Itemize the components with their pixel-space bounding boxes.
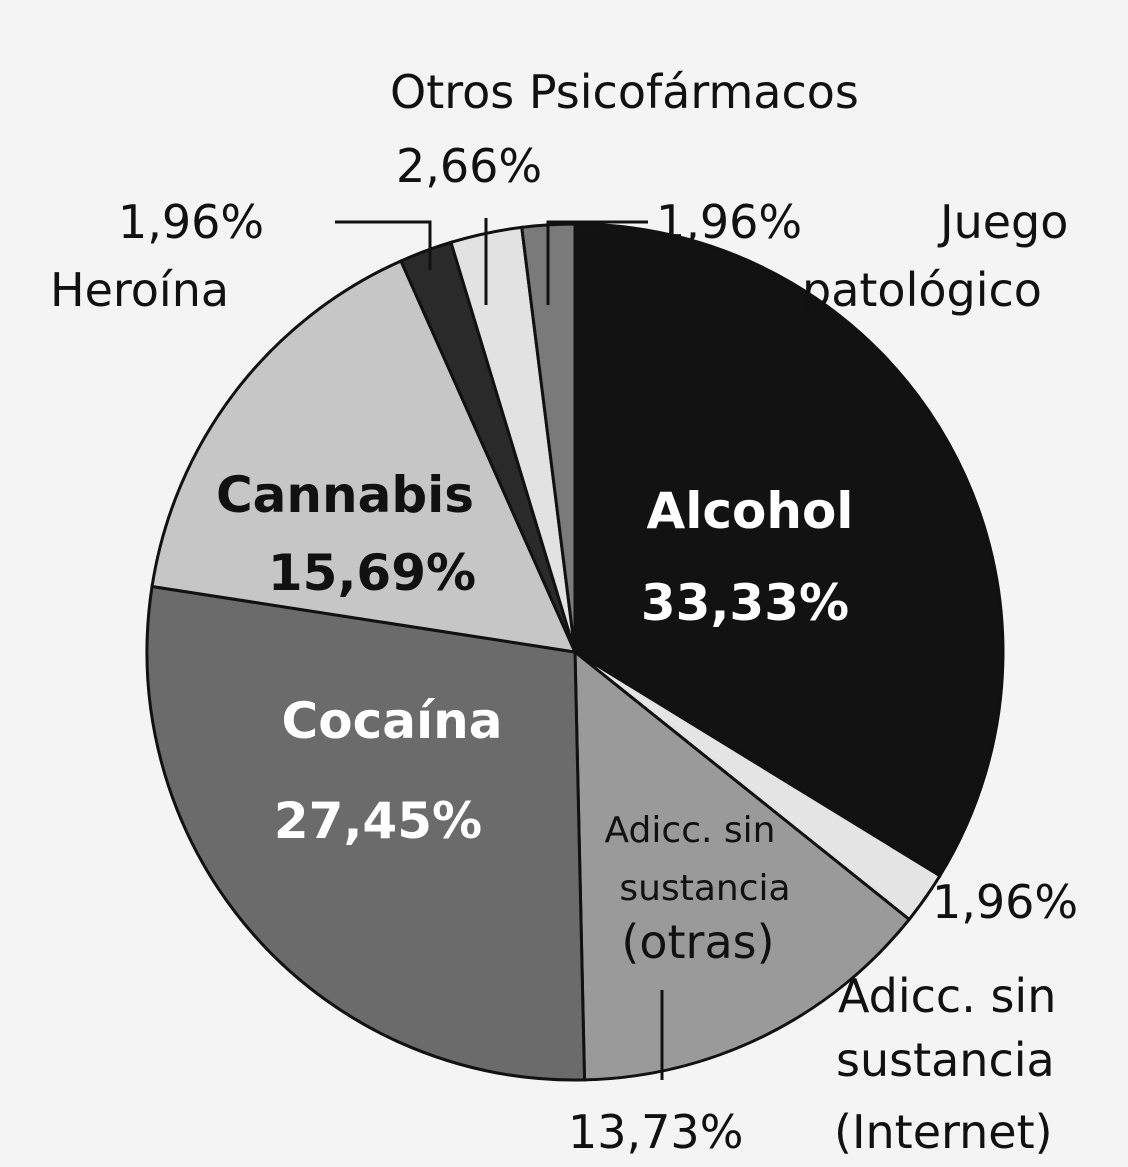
pie-slice-adicc-sin-sustancia-otras — [573, 648, 912, 1082]
label-juego-percent: 1,96% — [656, 195, 802, 249]
label-otros-psicofarmacos-percent: 2,66% — [396, 139, 542, 193]
label-cannabis-name: Cannabis — [216, 466, 474, 524]
label-otros-psicofarmacos-name: Otros Psicofármacos — [390, 65, 859, 119]
label-alcohol-name: Alcohol — [647, 482, 854, 540]
pie-slice-cannabis — [150, 258, 578, 654]
label-internet-percent: 1,96% — [932, 875, 1078, 929]
label-juego-line2: patológico — [802, 263, 1042, 317]
label-otras-line1: Adicc. sin — [605, 810, 776, 851]
pie-slices — [145, 222, 1005, 1082]
label-internet-line2: sustancia — [836, 1033, 1055, 1087]
label-internet-line3: (Internet) — [834, 1105, 1053, 1159]
leader-lines — [335, 218, 664, 1080]
label-alcohol-percent: 33,33% — [641, 574, 849, 632]
label-otras-line2: sustancia — [619, 868, 790, 909]
label-cocaina-name: Cocaína — [282, 692, 503, 750]
pie-slice-alcohol — [573, 222, 1005, 878]
label-heroina-name: Heroína — [50, 263, 229, 317]
pie-slice-cocaina — [145, 584, 587, 1082]
label-cocaina-percent: 27,45% — [274, 792, 482, 850]
leader-line-heroina — [335, 220, 432, 270]
label-juego-line1: Juego — [937, 195, 1068, 249]
leader-line-juego — [546, 220, 648, 305]
label-otras-percent: 13,73% — [568, 1105, 743, 1159]
label-heroina-percent: 1,96% — [118, 195, 264, 249]
label-otras-line3: (otras) — [621, 915, 774, 969]
label-internet-line1: Adicc. sin — [838, 969, 1056, 1023]
label-cannabis-percent: 15,69% — [268, 544, 476, 602]
